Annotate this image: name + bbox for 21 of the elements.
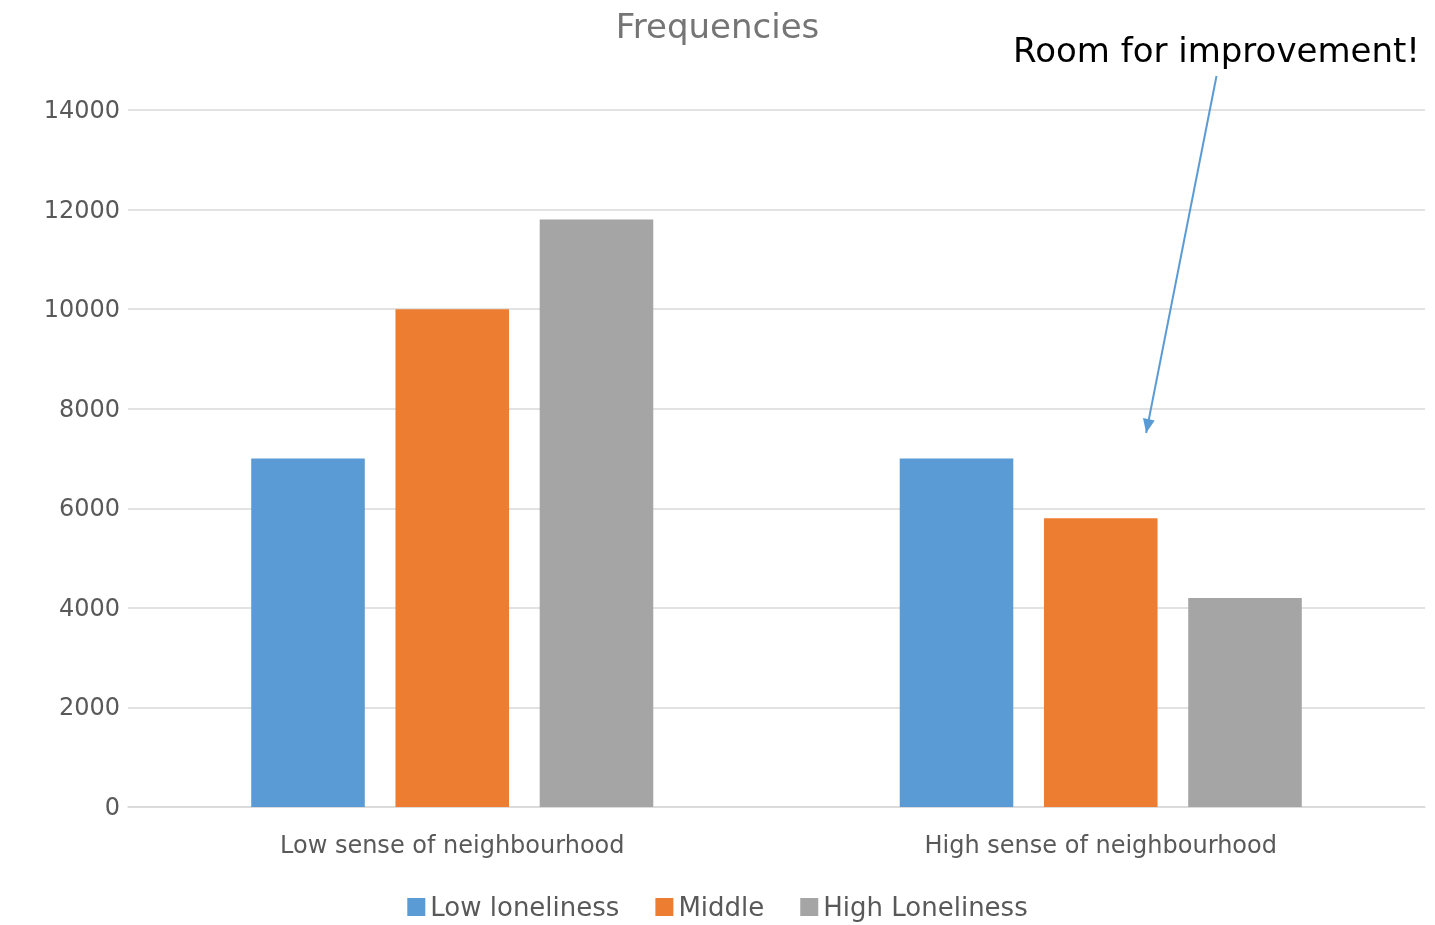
y-tick-label: 8000: [58, 394, 120, 423]
bar: [539, 219, 654, 807]
bar: [251, 458, 365, 807]
legend-label: Low loneliness: [430, 892, 620, 922]
bar: [1188, 597, 1302, 807]
bar: [395, 309, 510, 807]
y-tick-label: 14000: [43, 96, 120, 124]
legend-label: High Loneliness: [823, 892, 1028, 922]
legend-label: Middle: [678, 892, 765, 922]
y-tick-label: 0: [104, 793, 120, 821]
y-tick-label: 2000: [58, 693, 120, 722]
chart-title: Frequencies: [615, 6, 820, 46]
y-tick-label: 6000: [58, 494, 120, 523]
x-tick-label: High sense of neighbourhood: [924, 831, 1277, 859]
bar: [1043, 518, 1158, 807]
bar: [899, 458, 1014, 807]
y-tick-label: 12000: [43, 195, 120, 224]
y-tick-label: 4000: [58, 593, 120, 622]
x-tick-label: Low sense of neighbourhood: [279, 831, 625, 859]
text: Room for improvement!: [1013, 30, 1420, 70]
y-tick-label: 10000: [43, 295, 120, 324]
